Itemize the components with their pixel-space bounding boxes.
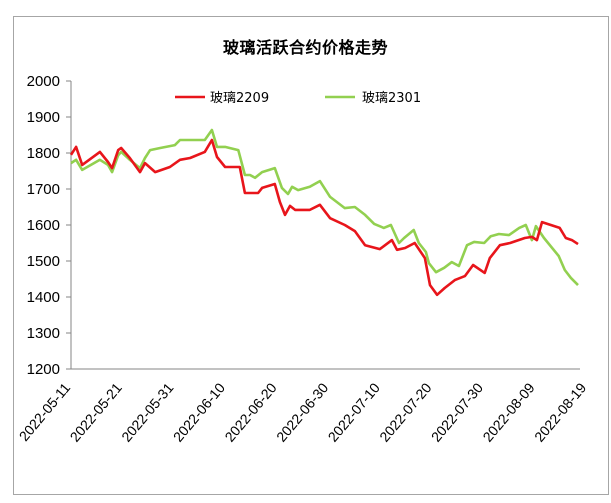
y-tick-label: 2000 — [27, 73, 60, 90]
x-tick-label: 2022-05-21 — [67, 379, 125, 444]
y-tick-label: 1500 — [27, 253, 60, 270]
x-tick-label: 2022-07-30 — [428, 379, 486, 444]
x-tick-label: 2022-07-20 — [376, 379, 434, 444]
y-tick-label: 1200 — [27, 361, 60, 378]
x-axis: 2022-05-112022-05-212022-05-312022-06-10… — [16, 368, 589, 445]
x-tick-label: 2022-08-19 — [531, 379, 589, 444]
chart-title: 玻璃活跃合约价格走势 — [222, 38, 388, 57]
x-tick-label: 2022-06-30 — [273, 379, 331, 444]
y-tick-label: 1400 — [27, 289, 60, 306]
series-line — [70, 128, 579, 287]
x-tick-label: 2022-06-10 — [170, 379, 228, 444]
legend-label: 玻璃2301 — [362, 91, 421, 106]
x-tick-label: 2022-08-09 — [479, 379, 537, 444]
x-tick-label: 2022-06-20 — [221, 379, 279, 444]
y-tick-label: 1300 — [27, 325, 60, 342]
y-tick-label: 1700 — [27, 181, 60, 198]
y-tick-label: 1900 — [27, 109, 60, 126]
y-tick-label: 1600 — [27, 217, 60, 234]
y-tick-label: 1800 — [27, 145, 60, 162]
x-tick-label: 2022-07-10 — [325, 379, 383, 444]
chart-frame — [13, 16, 609, 495]
legend: 玻璃2209 玻璃2301 — [175, 91, 421, 106]
y-axis: 1200 1300 1400 1500 1600 1700 1800 1900 2000 — [27, 73, 72, 378]
x-tick-label: 2022-05-31 — [118, 379, 176, 444]
x-tick-label: 2022-05-11 — [16, 379, 74, 444]
series-lines — [69, 128, 579, 297]
series-line — [69, 138, 579, 297]
legend-label: 玻璃2209 — [210, 91, 269, 106]
